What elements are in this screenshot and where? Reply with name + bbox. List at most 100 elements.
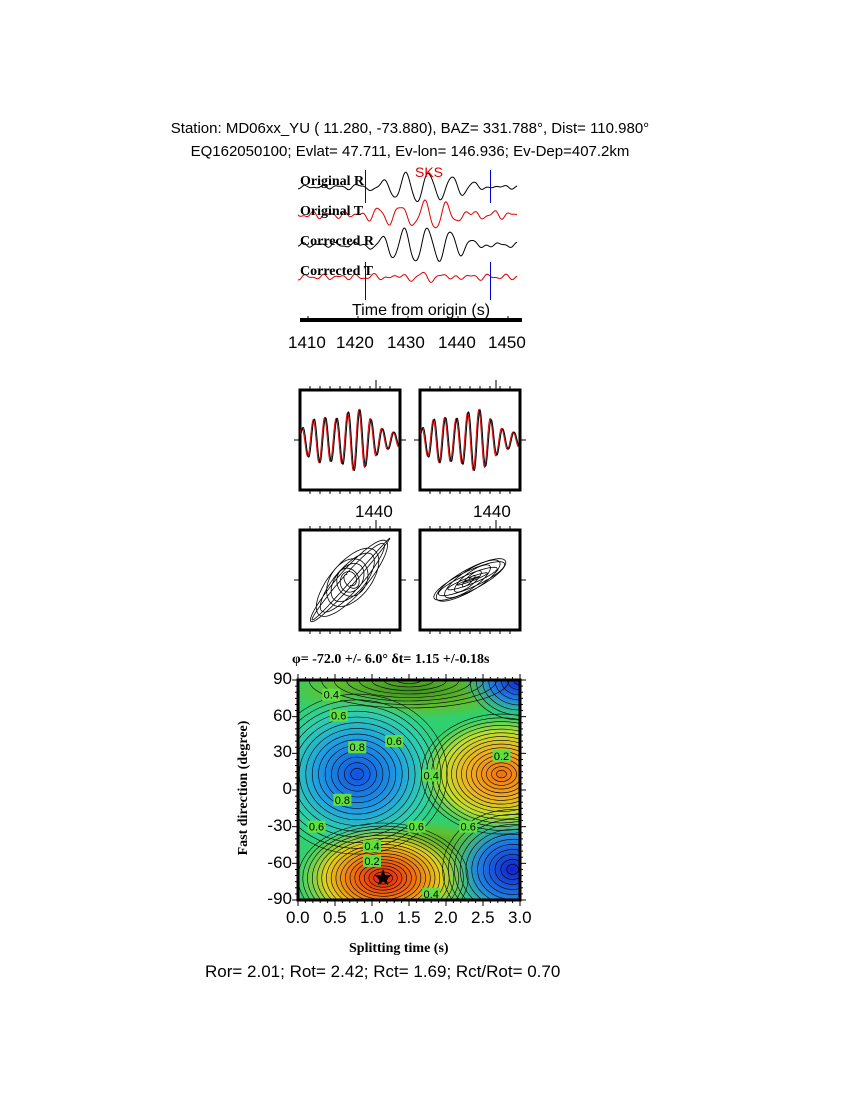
x-tick-label: 1.5 — [397, 908, 421, 927]
contour-value-label: 0.6 — [309, 822, 324, 834]
contour-line — [483, 844, 520, 895]
contour-line — [465, 829, 520, 900]
contour-line — [335, 847, 431, 900]
event-info: EQ162050100; Evlat= 47.711, Ev-lon= 146.… — [190, 143, 630, 160]
contour-line — [354, 859, 412, 897]
panel-waveform — [420, 408, 520, 471]
x-tick-label: 1.0 — [360, 908, 384, 927]
contour-value-label: 0.4 — [424, 770, 439, 782]
contour-value-label: 0.6 — [409, 822, 424, 834]
time-tick: 1430 — [387, 333, 425, 352]
contour-line — [471, 834, 520, 900]
contour-line — [333, 680, 485, 702]
contour-line — [456, 740, 520, 809]
trace-label-corrected-r: Corrected R — [300, 234, 374, 249]
time-tick: 1450 — [488, 333, 526, 352]
x-tick-label: 2.5 — [471, 908, 495, 927]
contour-label-bg — [459, 820, 478, 833]
contour-label-bg — [422, 887, 441, 900]
panel-waveform — [420, 408, 520, 472]
waveform-particle-panels — [294, 380, 526, 634]
y-tick-label: -90 — [267, 889, 292, 909]
contour-label-bg — [363, 840, 381, 853]
contour-value-label: 0.4 — [324, 690, 339, 702]
seismogram-traces — [297, 170, 518, 300]
contour-line — [461, 743, 520, 805]
contour-line — [358, 680, 460, 695]
contour-label-bg — [407, 820, 426, 833]
contour-line — [496, 770, 507, 779]
panel-content — [420, 408, 520, 472]
contour-line — [454, 819, 520, 900]
x-axis-label: Splitting time (s) — [349, 941, 449, 956]
ratio-summary: Ror= 2.01; Rot= 2.42; Rct= 1.69; Rct/Rot… — [205, 962, 561, 981]
panel-frame — [298, 528, 402, 632]
panel-tick-label: 1440 — [355, 502, 393, 521]
contour-label-bg — [333, 793, 352, 806]
contour-label-bg — [363, 854, 381, 867]
contour-line — [421, 713, 520, 835]
contour-value-label: 0.6 — [331, 710, 346, 722]
contour-line — [491, 766, 512, 782]
contour-line — [302, 825, 464, 900]
contour-line — [459, 824, 520, 900]
time-tick: 1410 — [288, 333, 326, 352]
trace-2 — [297, 227, 518, 262]
contour-line — [346, 680, 472, 698]
contour-minimum-region — [298, 823, 474, 900]
contour-line — [489, 849, 520, 890]
trace-label-original-r: Original R — [300, 174, 365, 189]
contour-line — [318, 739, 397, 809]
contour-line — [337, 756, 377, 792]
y-tick-label: -60 — [267, 852, 292, 872]
contour-line — [326, 841, 441, 900]
contour-field: 0.4 0.6 0.8 0.6 0.4 0.2 0.8 0.6 0.6 0.6 0.4 0.2 0.4 — [298, 680, 520, 901]
y-tick-label: -30 — [267, 815, 292, 835]
contour-maximum-region — [298, 689, 453, 860]
contour-line — [494, 854, 520, 885]
contour-line — [307, 828, 459, 900]
contour-label-bg — [385, 735, 404, 748]
contour-label-bg — [307, 820, 326, 833]
x-tick-label: 0.0 — [286, 908, 310, 927]
contour-value-label: 0.8 — [350, 742, 365, 754]
contour-line — [448, 814, 520, 900]
best-fit-star-icon — [374, 869, 392, 886]
contour-label-bg — [329, 709, 348, 722]
contour-label-bg — [348, 741, 367, 754]
contour-line — [330, 844, 436, 900]
contour-minimum-region — [416, 714, 520, 835]
time-tick: 1420 — [336, 333, 374, 352]
contour-title: φ= -72.0 +/- 6.0° δt= 1.15 +/-0.18s — [292, 652, 490, 667]
time-axis — [300, 316, 522, 322]
contour-line — [506, 864, 519, 875]
x-tick-label: 3.0 — [508, 908, 532, 927]
contour-line — [305, 728, 409, 821]
contour-label-bg — [492, 749, 511, 762]
y-tick-label: 90 — [273, 669, 292, 688]
contour-value-label: 0.4 — [424, 889, 439, 901]
x-tick-label: 0.5 — [323, 908, 347, 927]
contour-line — [363, 865, 403, 891]
contour-line — [340, 850, 426, 900]
contour-value-label: 0.6 — [387, 736, 402, 748]
trace-3 — [298, 271, 518, 283]
contour-line — [345, 853, 422, 900]
contour-line — [442, 809, 520, 900]
contour-line — [371, 680, 447, 691]
misfit-contour-plot: 0.4 0.6 0.8 0.6 0.4 0.2 0.8 0.6 0.6 0.6 0.4 0.2 0.4 — [292, 674, 526, 906]
panel-content — [310, 537, 391, 623]
y-axis-label: Fast direction (degree) — [236, 720, 251, 856]
time-axis-label: Time from origin (s) — [352, 302, 491, 319]
panel-waveform — [300, 408, 400, 471]
y-tick-label: 60 — [273, 705, 292, 725]
contour-line — [359, 862, 408, 894]
phase-label: SKS — [415, 164, 444, 180]
contour-line — [441, 728, 520, 820]
contour-line — [344, 762, 371, 786]
contour-label-bg — [422, 769, 441, 782]
trace-label-original-t: Original T — [300, 204, 364, 219]
particle-motion — [310, 537, 391, 623]
particle-motion — [433, 558, 507, 602]
station-info: Station: MD06xx_YU ( 11.280, -73.880), B… — [170, 120, 650, 137]
